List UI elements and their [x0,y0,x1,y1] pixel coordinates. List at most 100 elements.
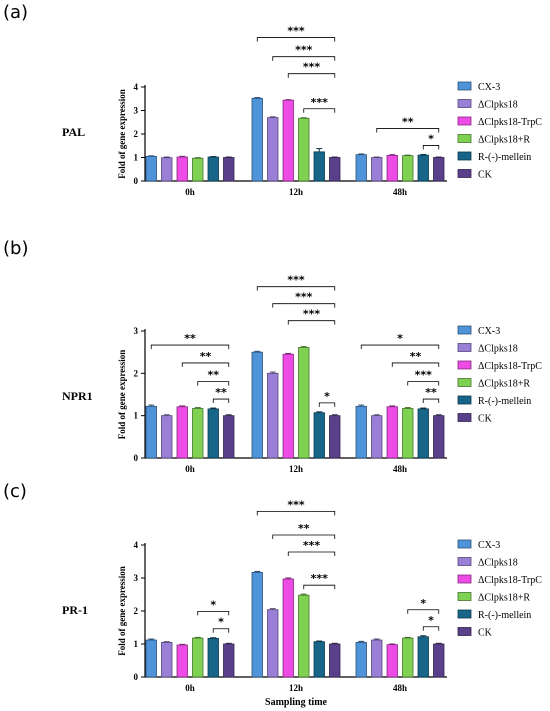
x-tick-label: 0h [185,683,195,693]
significance-bracket [197,381,230,386]
significance-bracket [318,402,336,407]
bar [207,637,219,678]
bar [145,639,157,678]
x-tick-label: 12h [289,464,303,474]
y-tick-label: 3 [134,573,139,583]
bar [192,157,204,182]
legend-label: ΔClpks18-TrpC [478,361,542,372]
bar [329,415,341,459]
bar [282,353,294,459]
y-tick-label: 1 [134,153,139,163]
significance-bracket [303,584,336,590]
panel-label: (b) [3,238,28,259]
legend-label: ΔClpks18 [478,344,518,355]
significance-stars: *** [311,572,329,585]
bar [298,117,310,182]
significance-stars: ** [215,386,227,399]
bar [313,641,325,678]
gene-label: PR-1 [62,603,88,617]
bar [329,643,341,678]
gene-label: PAL [62,125,85,139]
y-tick-label: 1 [134,639,139,649]
legend-label: CX-3 [478,540,500,551]
bar [161,157,173,182]
significance-bracket [376,128,440,133]
significance-bracket [287,551,336,556]
y-tick-label: 0 [134,176,139,186]
bar [267,372,279,459]
significance-bracket [407,381,440,386]
legend-swatch [457,627,472,636]
significance-stars: *** [287,25,305,38]
bar [145,405,157,459]
significance-stars: ** [410,350,422,363]
significance-stars: ** [425,386,437,399]
x-tick-label: 12h [289,187,303,197]
bar [298,594,310,678]
bar [402,408,414,459]
y-tick-label: 3 [134,326,139,336]
bar [433,415,445,459]
x-tick-label: 48h [393,464,407,474]
significance-stars: *** [303,61,321,74]
y-axis-title: Fold of gene expression [117,566,127,656]
significance-stars: *** [311,96,329,109]
bar [355,154,367,182]
significance-stars: ** [402,115,414,128]
bar [417,636,429,678]
significance-bracket [150,344,230,350]
legend-label: ΔClpks18+R [478,593,530,604]
y-tick-label: 0 [134,672,139,682]
bar [402,637,414,678]
legend-label: R-(-)-mellein [478,610,531,621]
legend-swatch [457,395,472,405]
significance-stars: *** [415,369,433,382]
significance-stars: ** [298,522,310,535]
legend-swatch [457,151,472,161]
y-tick-label: 2 [134,368,139,378]
legend-label: CK [478,414,493,425]
y-tick-label: 2 [134,606,139,616]
bar [282,578,294,678]
bar [267,609,279,678]
bar [313,412,325,459]
bar [282,99,294,182]
bar [267,117,279,182]
significance-bracket [197,611,230,616]
bar [433,643,445,678]
x-tick-label: 12h [289,683,303,693]
chart-panel-3: (c) PR-1 Fold of gene expression 0 1 2 3 4 0h 12h… [3,481,542,708]
legend-label: R-(-)-mellein [478,152,531,163]
panel-label: (c) [3,481,27,502]
significance-bracket [422,398,440,404]
bar [355,641,367,678]
y-tick-label: 1 [134,411,139,421]
gene-label: NPR1 [62,389,93,403]
legend-swatch [457,81,472,91]
legend-label: CK [478,628,493,639]
significance-bracket [360,344,440,350]
bar [161,415,173,459]
legend-label: CK [478,170,493,181]
bar [371,639,383,678]
bar [176,644,188,678]
bar [329,157,341,182]
significance-stars: *** [295,44,313,57]
significance-stars: * [210,598,216,611]
bar [313,151,325,182]
x-tick-label: 0h [185,464,195,474]
bar [207,156,219,182]
significance-bracket [391,362,440,367]
bar [192,637,204,678]
significance-bracket [287,73,336,78]
x-tick-label: 48h [393,683,407,693]
bar [417,408,429,459]
significance-bracket [256,511,336,516]
legend-swatch [457,134,472,143]
chart-panel-2: (b) NPR1 Fold of gene expression 0 1 2 3 0h 12h 4… [3,238,542,474]
legend-swatch [457,169,472,178]
bar [433,157,445,182]
bar [251,97,263,182]
significance-stars: ** [207,369,219,382]
significance-bracket [181,362,230,367]
